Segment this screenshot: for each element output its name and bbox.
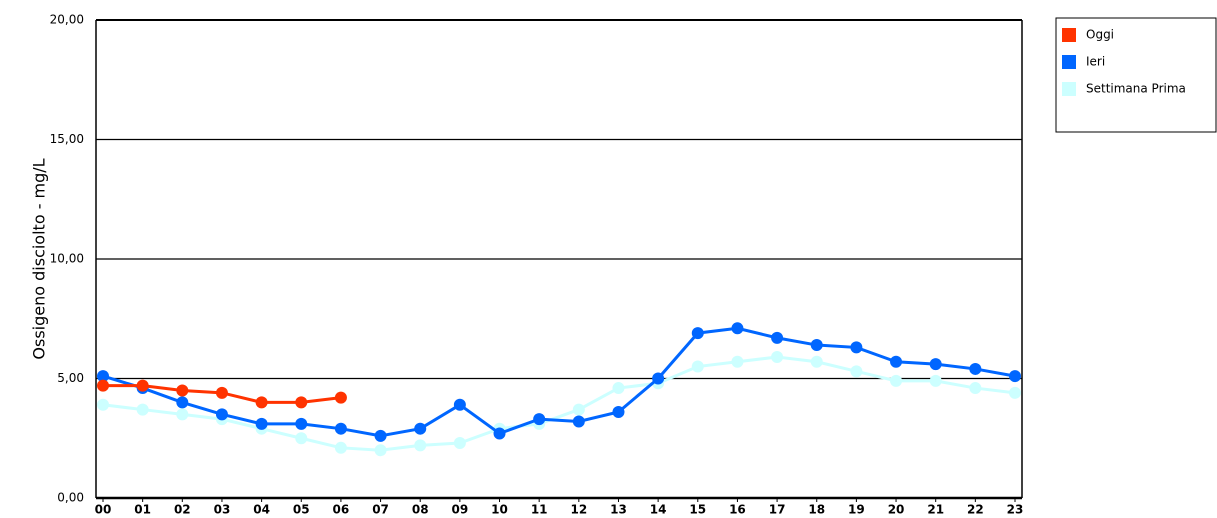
data-point: [295, 432, 308, 445]
data-point: [493, 427, 506, 440]
data-point: [334, 391, 347, 404]
data-point: [295, 417, 308, 430]
legend-swatch: [1062, 55, 1076, 69]
data-point: [810, 355, 823, 368]
data-point: [215, 408, 228, 421]
data-point: [97, 398, 109, 411]
data-point: [334, 422, 347, 435]
data-point: [771, 331, 784, 344]
data-point: [255, 417, 268, 430]
x-tick-label: 20: [888, 503, 905, 517]
data-point: [295, 396, 308, 409]
data-point: [136, 379, 149, 392]
y-tick-label: 15,00: [50, 132, 84, 146]
data-point: [176, 408, 189, 421]
x-tick-label: 12: [570, 503, 587, 517]
y-tick-label: 5,00: [57, 371, 84, 385]
data-point: [890, 355, 903, 368]
x-tick-label: 05: [293, 503, 310, 517]
data-point: [612, 382, 625, 395]
x-tick-label: 17: [769, 503, 786, 517]
data-point: [374, 429, 387, 442]
x-tick-label: 15: [689, 503, 706, 517]
data-point: [969, 382, 982, 395]
data-point: [652, 372, 665, 385]
data-point: [691, 360, 704, 373]
x-tick-label: 04: [253, 503, 270, 517]
x-tick-label: 21: [927, 503, 944, 517]
data-point: [255, 396, 268, 409]
x-tick-label: 11: [531, 503, 548, 517]
x-tick-label: 02: [174, 503, 191, 517]
x-tick-label: 19: [848, 503, 865, 517]
data-point: [731, 322, 744, 335]
data-point: [1009, 386, 1021, 399]
data-point: [215, 386, 228, 399]
y-tick-label: 10,00: [50, 252, 84, 266]
x-tick-label: 16: [729, 503, 746, 517]
data-point: [334, 441, 347, 454]
data-point: [929, 374, 942, 387]
data-point: [612, 405, 625, 418]
legend-swatch: [1062, 28, 1076, 42]
data-point: [176, 396, 189, 409]
y-tick-label: 20,00: [50, 13, 84, 27]
data-point: [572, 403, 585, 416]
data-point: [572, 415, 585, 428]
data-point: [771, 350, 784, 363]
data-point: [691, 327, 704, 340]
data-point: [929, 358, 942, 371]
legend-box: [1055, 17, 1217, 133]
legend-label: Oggi: [1086, 28, 1114, 42]
x-tick-label: 10: [491, 503, 508, 517]
data-point: [731, 355, 744, 368]
data-point: [1009, 370, 1021, 383]
data-point: [850, 341, 863, 354]
data-point: [810, 339, 823, 352]
x-tick-label: 03: [214, 503, 231, 517]
x-tick-label: 09: [452, 503, 469, 517]
series-line: [102, 355, 1016, 452]
data-point: [533, 413, 546, 426]
x-tick-label: 22: [967, 503, 984, 517]
x-tick-label: 08: [412, 503, 429, 517]
x-tick-label: 18: [808, 503, 825, 517]
legend-label: Settimana Prima: [1086, 82, 1186, 96]
legend-label: Ieri: [1086, 55, 1105, 69]
x-tick-label: 07: [372, 503, 389, 517]
data-point: [890, 374, 903, 387]
data-point: [850, 365, 863, 378]
data-point: [374, 444, 387, 457]
x-tick-label: 23: [1007, 503, 1024, 517]
x-tick-label: 01: [134, 503, 151, 517]
legend-swatch: [1062, 82, 1076, 96]
x-tick-label: 00: [95, 503, 112, 517]
x-tick-label: 06: [333, 503, 350, 517]
x-tick-label: 13: [610, 503, 627, 517]
data-point: [136, 403, 149, 416]
data-point: [414, 422, 427, 435]
data-point: [453, 398, 466, 411]
data-point: [97, 370, 109, 383]
data-point: [453, 437, 466, 450]
data-point: [414, 439, 427, 452]
y-axis-label: Ossigeno disciolto - mg/L: [30, 158, 49, 359]
data-point: [969, 362, 982, 375]
series-line: [102, 326, 1016, 438]
data-point: [176, 384, 189, 397]
data-point: [97, 379, 109, 392]
x-tick-label: 14: [650, 503, 667, 517]
y-tick-label: 0,00: [57, 491, 84, 505]
